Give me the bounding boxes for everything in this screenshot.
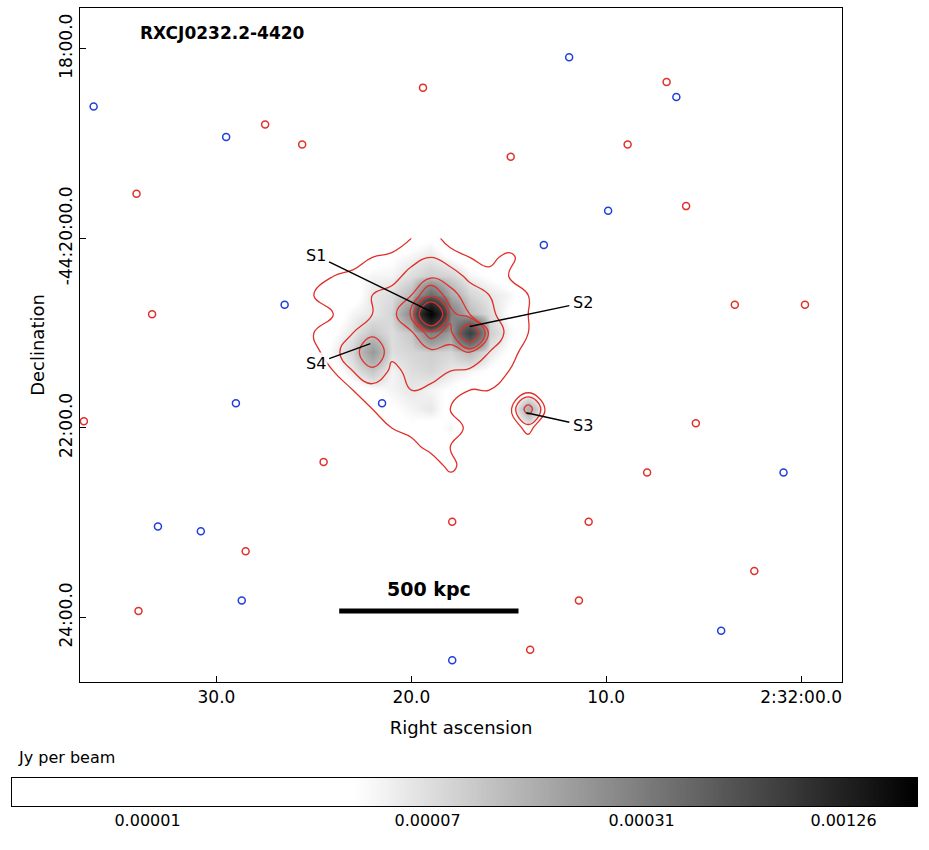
svg-text:0.00126: 0.00126 [810, 811, 876, 830]
svg-text:S2: S2 [573, 293, 593, 312]
svg-text:20.0: 20.0 [392, 687, 430, 707]
svg-text:-44:20:00.0: -44:20:00.0 [56, 186, 76, 285]
svg-text:Right ascension: Right ascension [390, 717, 533, 738]
svg-text:2:32:00.0: 2:32:00.0 [760, 687, 842, 707]
svg-text:S4: S4 [306, 354, 326, 373]
svg-text:500 kpc: 500 kpc [387, 578, 471, 600]
svg-text:0.00031: 0.00031 [609, 811, 675, 830]
svg-text:Declination: Declination [27, 294, 48, 396]
svg-text:0.00001: 0.00001 [114, 811, 180, 830]
svg-text:22:00.0: 22:00.0 [56, 393, 76, 458]
svg-text:Jy per beam: Jy per beam [18, 748, 115, 767]
svg-text:30.0: 30.0 [197, 687, 235, 707]
svg-text:24:00.0: 24:00.0 [56, 582, 76, 647]
svg-text:0.00007: 0.00007 [394, 811, 460, 830]
svg-text:18:00.0: 18:00.0 [56, 14, 76, 79]
svg-text:10.0: 10.0 [587, 687, 625, 707]
svg-text:RXCJ0232.2-4420: RXCJ0232.2-4420 [140, 23, 305, 43]
svg-text:S1: S1 [306, 246, 326, 265]
svg-text:S3: S3 [573, 416, 593, 435]
